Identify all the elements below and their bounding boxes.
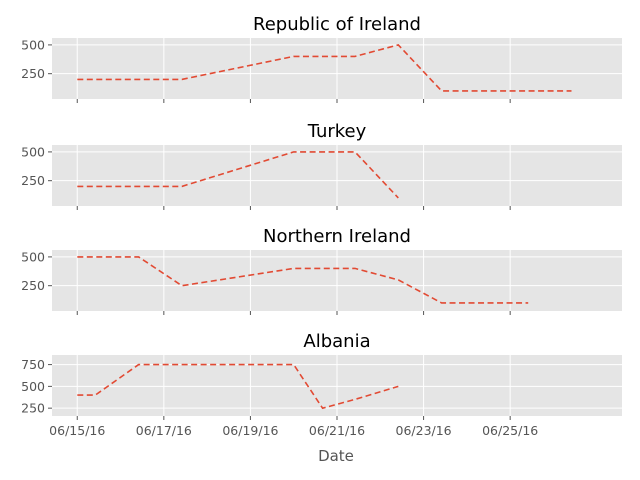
series-line-republic-of-ireland bbox=[77, 44, 572, 92]
x-tick-label: 06/21/16 bbox=[309, 423, 365, 438]
panel-turkey: 250 500 Turkey bbox=[21, 121, 622, 210]
y-tick-label: 500 bbox=[21, 144, 45, 159]
x-tick-label: 06/15/16 bbox=[49, 423, 105, 438]
panel-title: Turkey bbox=[307, 121, 367, 142]
panel-northern-ireland: 250 500 Northern Ireland bbox=[21, 226, 622, 315]
y-tick-label: 750 bbox=[21, 357, 45, 372]
x-tick-label: 06/25/16 bbox=[482, 423, 538, 438]
panel-republic-of-ireland: 250 500 Republic of Ireland bbox=[21, 14, 622, 103]
x-axis-label: Date bbox=[318, 447, 354, 465]
x-tick-label: 06/23/16 bbox=[396, 423, 452, 438]
series-line-turkey bbox=[77, 151, 399, 199]
panel-title: Republic of Ireland bbox=[253, 14, 421, 35]
y-tick-label: 500 bbox=[21, 37, 45, 52]
series-line-northern-ireland bbox=[77, 256, 529, 304]
y-tick-label: 250 bbox=[21, 173, 45, 188]
panel-title: Albania bbox=[303, 331, 370, 352]
y-tick-label: 250 bbox=[21, 278, 45, 293]
y-tick-label: 250 bbox=[21, 401, 45, 416]
y-tick-label: 500 bbox=[21, 249, 45, 264]
y-tick-label: 500 bbox=[21, 379, 45, 394]
x-tick-label: 06/17/16 bbox=[136, 423, 192, 438]
panel-albania: 250 500 750 Albania bbox=[21, 331, 622, 420]
x-tick-label: 06/19/16 bbox=[222, 423, 278, 438]
y-tick-label: 250 bbox=[21, 66, 45, 81]
panel-title: Northern Ireland bbox=[263, 226, 411, 247]
